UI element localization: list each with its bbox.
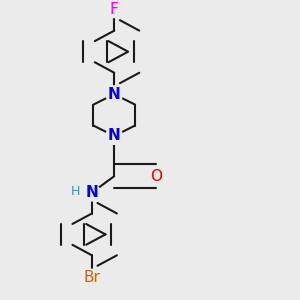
Text: O: O [150, 169, 162, 184]
Text: H: H [71, 184, 80, 198]
Circle shape [106, 86, 123, 103]
Circle shape [148, 168, 164, 184]
Circle shape [106, 1, 123, 17]
Text: N: N [108, 87, 121, 102]
Circle shape [83, 269, 100, 286]
Text: N: N [85, 185, 98, 200]
Text: Br: Br [83, 270, 100, 285]
Circle shape [106, 128, 123, 144]
Text: N: N [108, 128, 121, 143]
Circle shape [83, 184, 100, 201]
Text: F: F [110, 2, 118, 17]
